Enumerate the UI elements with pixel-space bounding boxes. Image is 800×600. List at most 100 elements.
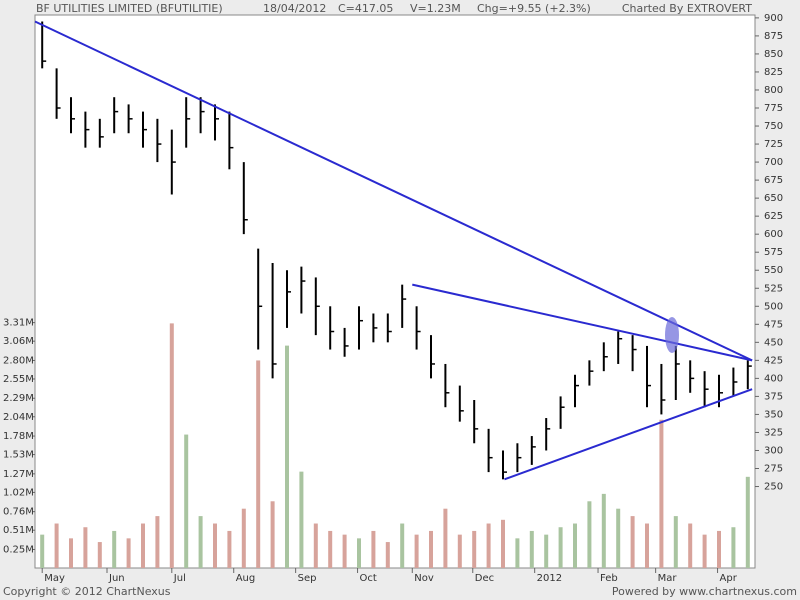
close: C=417.05 — [338, 2, 393, 15]
volume-bar — [112, 530, 117, 568]
trend-line — [504, 388, 753, 481]
date: 18/04/2012 — [263, 2, 326, 15]
volume-bar — [241, 508, 246, 568]
y-tick-label: 900 — [764, 13, 783, 24]
y-tick-label: 375 — [764, 391, 783, 402]
chart-title: BF UTILITIES LIMITED (BFUTILITIE) — [36, 2, 223, 15]
credit: Charted By EXTROVERT — [622, 2, 752, 15]
y-tick-label: 750 — [764, 121, 783, 132]
volume-bar — [299, 471, 304, 568]
volume-bar — [184, 434, 189, 568]
volume-bar — [515, 538, 520, 568]
y2-tick-label: 0.51M — [3, 525, 34, 536]
y-tick-label: 675 — [764, 175, 783, 186]
y2-tick-label: 3.31M — [3, 318, 34, 329]
x-tick-label: Feb — [600, 573, 618, 584]
y2-tick-label: 2.04M — [3, 412, 34, 423]
volume-bar — [54, 523, 59, 568]
volume-bar — [141, 523, 145, 568]
trend-line — [34, 20, 753, 362]
volume-bar — [486, 523, 491, 568]
x-tick-label: Nov — [414, 573, 434, 584]
y-tick-label: 525 — [764, 283, 783, 294]
volume-bar — [616, 508, 621, 568]
y-tick-label: 475 — [764, 319, 783, 330]
y2-tick-label: 0.76M — [3, 507, 34, 518]
y-tick-label: 600 — [764, 229, 783, 240]
y-tick-label: 450 — [764, 337, 783, 348]
y2-tick-label: 0.25M — [3, 544, 34, 555]
y-tick-label: 400 — [764, 373, 783, 384]
volume-bar — [587, 501, 592, 568]
volume-bar — [558, 527, 563, 568]
y-tick-label: 500 — [764, 301, 783, 312]
volume-bar — [400, 523, 405, 568]
y-tick-label: 850 — [764, 49, 783, 60]
y-tick-label: 575 — [764, 247, 783, 258]
y-tick-label: 875 — [764, 31, 783, 42]
y2-tick-label: 2.55M — [3, 374, 34, 385]
volume-bar — [443, 508, 448, 568]
volume-bar — [472, 530, 477, 568]
y-tick-label: 550 — [764, 265, 783, 276]
volume-bar — [169, 323, 174, 568]
volume-bar — [745, 476, 750, 568]
volume-bar — [198, 516, 203, 568]
y2-tick-label: 1.02M — [3, 487, 34, 498]
y2-tick-label: 2.80M — [3, 355, 34, 366]
y-tick-label: 275 — [764, 464, 783, 475]
volume-bar — [645, 523, 649, 568]
volume-bar — [385, 542, 390, 568]
y-tick-label: 800 — [764, 85, 783, 96]
y2-tick-label: 1.78M — [3, 431, 34, 442]
volume-bar — [213, 523, 217, 568]
volume-bar — [414, 534, 419, 568]
volume-bar — [97, 542, 102, 568]
y2-tick-label: 3.06M — [3, 336, 34, 347]
volume-bar — [270, 501, 275, 568]
y2-tick-label: 1.27M — [3, 469, 34, 480]
x-tick-label: 2012 — [537, 573, 562, 584]
volume: V=1.23M — [410, 2, 461, 15]
volume-bar — [256, 360, 261, 568]
y-tick-label: 300 — [764, 445, 783, 456]
volume-bar — [457, 534, 462, 568]
y2-tick-label: 2.29M — [3, 393, 34, 404]
volume-bar — [285, 345, 289, 568]
volume-bar — [573, 523, 577, 568]
x-tick-label: Apr — [720, 573, 738, 584]
volume-bar — [227, 530, 232, 568]
x-tick-label: Aug — [236, 573, 256, 584]
powered: Powered by www.chartnexus.com — [612, 585, 797, 598]
y-tick-label: 725 — [764, 139, 783, 150]
y-tick-label: 650 — [764, 193, 783, 204]
volume-bar — [673, 516, 678, 568]
volume-bar — [688, 523, 693, 568]
trend-line — [412, 283, 753, 362]
volume-bar — [342, 534, 347, 568]
volume-bar — [357, 538, 361, 568]
x-tick-label: Dec — [475, 573, 494, 584]
volume-bar — [40, 534, 45, 568]
x-tick-label: Oct — [360, 573, 377, 584]
volume-bar — [371, 530, 376, 568]
volume-bar — [630, 516, 635, 568]
change: Chg=+9.55 (+2.3%) — [477, 2, 591, 15]
y-tick-label: 700 — [764, 157, 783, 168]
y-tick-label: 425 — [764, 355, 783, 366]
volume-bar — [501, 519, 505, 568]
volume-bar — [601, 493, 606, 568]
copyright: Copyright © 2012 ChartNexus — [3, 585, 171, 598]
plot-area — [34, 14, 756, 569]
x-tick-label: Mar — [658, 573, 678, 584]
volume-bar — [126, 538, 131, 568]
y-tick-label: 250 — [764, 482, 783, 493]
volume-bar — [328, 530, 333, 568]
volume-bar — [69, 538, 73, 568]
y2-tick-label: 1.53M — [3, 450, 34, 461]
volume-bar — [717, 530, 721, 568]
y-tick-label: 625 — [764, 211, 783, 222]
volume-bar — [659, 419, 664, 568]
y-tick-label: 350 — [764, 409, 783, 420]
